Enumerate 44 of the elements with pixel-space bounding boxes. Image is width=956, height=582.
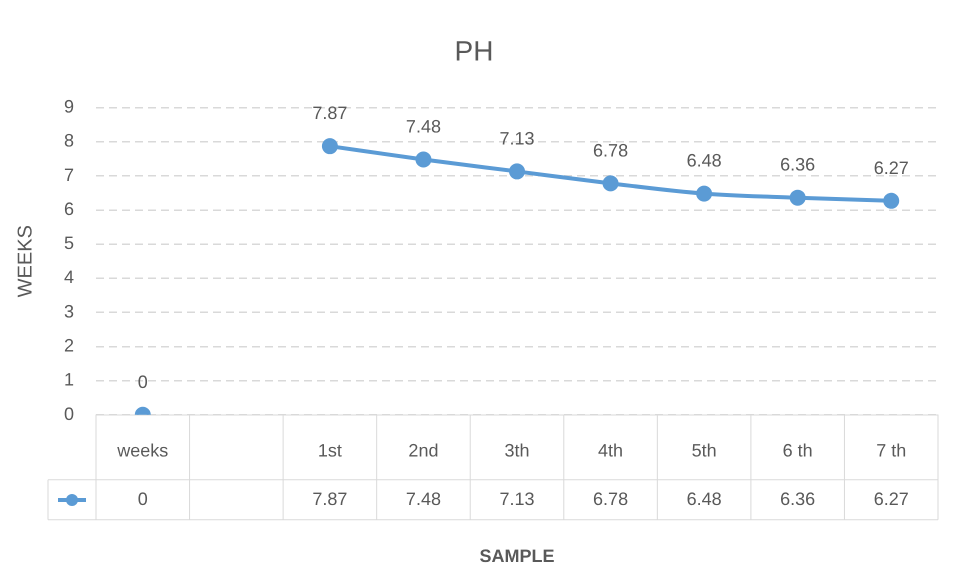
text: 0: [138, 488, 148, 509]
y-tick-label: 6: [64, 198, 74, 219]
text: 7.48: [406, 488, 441, 509]
x-tick-label: 7 th: [876, 440, 906, 461]
data-label: 6.36: [780, 154, 816, 175]
y-tick-label: 1: [64, 370, 74, 390]
text: 6.27: [874, 488, 909, 509]
y-tick-label: 5: [64, 233, 74, 254]
x-tick-label: 3th: [504, 440, 530, 461]
text: 6.36: [780, 488, 816, 509]
data-label: 6.78: [593, 140, 628, 160]
y-tick-label: 3: [64, 301, 74, 322]
y-tick-label: 2: [64, 336, 74, 356]
x-axis-title: SAMPLE: [480, 546, 555, 566]
x-tick-label: 1st: [318, 440, 342, 461]
data-label: 6.27: [874, 158, 909, 178]
point: [790, 190, 806, 206]
chart-title: PH: [454, 36, 494, 67]
y-tick-label: 9: [64, 96, 74, 117]
x-tick-label: 5th: [692, 440, 717, 461]
y-axis-title: WEEKS: [14, 225, 37, 298]
point: [322, 138, 338, 154]
x-tick-label: weeks: [116, 440, 168, 461]
x-tick-label: 4th: [598, 440, 624, 461]
point: [602, 175, 619, 192]
text: 7.87: [312, 488, 348, 509]
y-tick-label: 7: [64, 164, 74, 185]
text: 7.13: [499, 488, 535, 509]
point: [696, 186, 712, 202]
text: 6.78: [593, 488, 628, 509]
data-label: 6.48: [686, 150, 722, 171]
data-label: 7.48: [406, 116, 441, 136]
data-label: 7.87: [312, 103, 348, 124]
y-tick-label: 0: [64, 404, 74, 424]
x-tick-label: 2nd: [408, 440, 438, 461]
text: 6.48: [686, 488, 722, 509]
data-label: 7.13: [499, 128, 535, 148]
y-tick-label: 4: [64, 267, 74, 288]
point: [415, 151, 432, 168]
data-label: 0: [138, 372, 148, 392]
point: [509, 163, 526, 180]
point: [883, 192, 900, 209]
x-tick-label: 6 th: [782, 440, 813, 461]
y-tick-label: 8: [64, 130, 74, 151]
